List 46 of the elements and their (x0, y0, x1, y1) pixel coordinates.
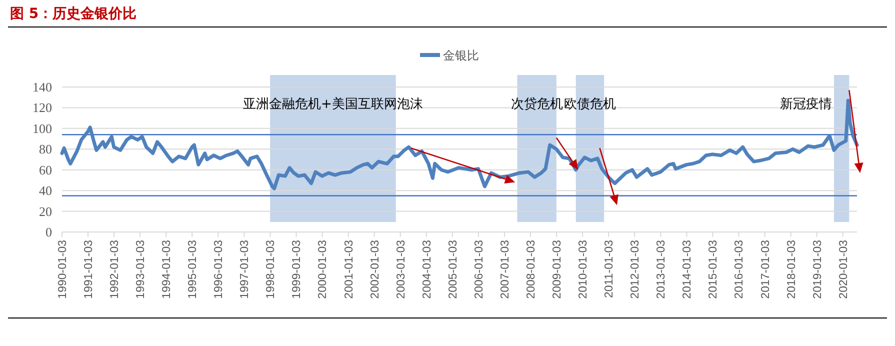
x-tick-label: 2005-01-03 (447, 240, 460, 299)
legend-label: 金银比 (443, 48, 479, 62)
chart-title: 图 5：历史金银价比 (10, 6, 137, 22)
y-tick-label: 0 (46, 224, 52, 240)
x-tick-label: 2018-01-03 (786, 240, 798, 299)
x-tick-label: 2012-01-03 (630, 240, 642, 299)
x-tick-label: 1996-01-03 (213, 240, 226, 299)
y-tick-label: 40 (39, 183, 52, 198)
x-tick-label: 1990-01-03 (57, 240, 69, 299)
x-tick-label: 2013-01-03 (656, 240, 668, 299)
y-tick-label: 60 (39, 162, 52, 178)
x-tick-label: 2006-01-03 (473, 240, 486, 299)
x-tick-label: 2003-01-03 (395, 240, 408, 299)
y-tick-label: 20 (39, 204, 52, 219)
band-label: 欧债危机 (564, 97, 616, 112)
x-tick-label: 2000-01-03 (317, 240, 330, 299)
line-series (60, 98, 859, 190)
band-label: 次贷危机 (510, 97, 563, 112)
x-tick-label: 2007-01-03 (499, 240, 512, 299)
x-tick-label: 2001-01-03 (343, 240, 356, 299)
x-tick-label: 1991-01-03 (83, 240, 96, 299)
x-tick-label: 2004-01-03 (421, 240, 434, 299)
x-tick-label: 2011-01-03 (604, 240, 616, 298)
x-tick-label: 2016-01-03 (734, 240, 746, 299)
x-tick-label: 2002-01-03 (369, 240, 382, 299)
x-tick-label: 1997-01-03 (239, 240, 252, 299)
x-tick-label: 2017-01-03 (760, 240, 772, 299)
x-tick-label: 1993-01-03 (135, 240, 148, 299)
y-tick-label: 120 (32, 100, 52, 116)
x-tick-label: 2009-01-03 (552, 240, 564, 299)
x-tick-label: 2015-01-03 (708, 240, 720, 299)
y-tick-label: 100 (32, 120, 52, 136)
x-tick-label: 1994-01-03 (161, 240, 174, 299)
band-label: 新冠疫情 (780, 97, 832, 112)
x-tick-label: 2014-01-03 (682, 240, 694, 299)
y-tick-label: 80 (39, 142, 52, 157)
y-tick-label: 140 (32, 80, 52, 94)
x-tick-label: 2020-01-03 (838, 240, 850, 299)
x-tick-label: 1999-01-03 (291, 240, 304, 299)
x-tick-label: 2019-01-03 (812, 240, 824, 299)
x-tick-label: 2008-01-03 (525, 240, 538, 299)
x-tick-label: 1995-01-03 (187, 240, 200, 299)
x-tick-label: 1998-01-03 (265, 240, 278, 299)
x-tick-label: 2010-01-03 (578, 240, 590, 299)
band-label: 亚洲金融危机+美国互联网泡沫 (243, 96, 423, 112)
x-tick-label: 1992-01-03 (109, 240, 122, 299)
